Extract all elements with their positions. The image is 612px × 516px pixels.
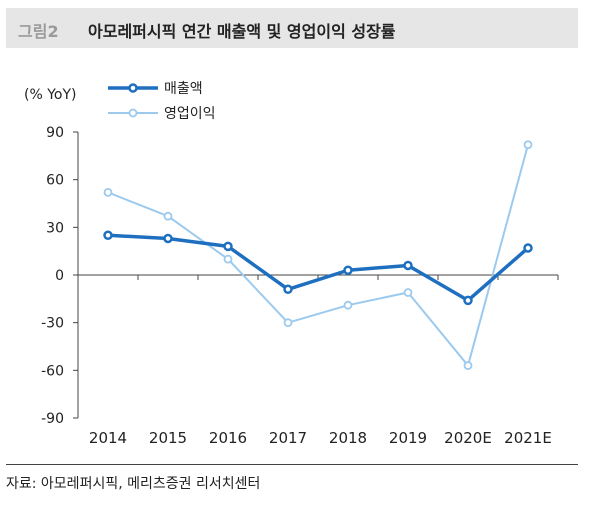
y-tick-label: -30 bbox=[41, 316, 64, 332]
line-chart: 90 60 30 0 -30 -60 -90 2014 2015 2016 2017 2018 2019… bbox=[24, 81, 559, 447]
source-note: 자료: 아모레퍼시픽, 메리츠증권 리서치센터 bbox=[6, 476, 261, 492]
x-tick-label: 2021E bbox=[504, 429, 552, 447]
legend-marker-1 bbox=[128, 83, 138, 93]
data-point-2 bbox=[163, 211, 173, 221]
y-tick-label: 0 bbox=[55, 268, 64, 284]
data-point-1 bbox=[523, 243, 533, 253]
series-line-2 bbox=[107, 144, 529, 367]
footer-divider bbox=[6, 464, 578, 465]
x-tick-label: 2018 bbox=[329, 429, 367, 447]
data-point-2 bbox=[343, 300, 353, 310]
y-tick-label: 90 bbox=[46, 125, 64, 141]
data-point-2 bbox=[463, 361, 473, 370]
legend-label-2: 영업이익 bbox=[164, 106, 216, 122]
data-point-2 bbox=[523, 140, 533, 150]
series-line-1 bbox=[107, 233, 530, 303]
data-point-2 bbox=[283, 318, 293, 328]
x-tick-label: 2015 bbox=[149, 429, 187, 447]
figure-label: 그림2 bbox=[18, 22, 59, 41]
data-point-1 bbox=[283, 284, 293, 295]
y-tick-label: -60 bbox=[41, 363, 64, 379]
data-point-1 bbox=[103, 230, 113, 241]
x-tick-label: 2017 bbox=[269, 429, 307, 447]
legend-label-1: 매출액 bbox=[164, 81, 203, 97]
y-tick-label: 30 bbox=[46, 220, 64, 236]
data-point-1 bbox=[403, 260, 413, 271]
x-tick-label: 2016 bbox=[209, 429, 247, 447]
y-axis-label: (% YoY) bbox=[24, 87, 77, 103]
x-tick-label: 2020E bbox=[444, 429, 492, 447]
legend-marker-2 bbox=[128, 108, 138, 118]
data-point-2 bbox=[223, 254, 233, 264]
x-tick-label: 2014 bbox=[89, 429, 127, 447]
y-tick-label: 60 bbox=[46, 173, 64, 189]
data-point-2 bbox=[103, 187, 113, 197]
data-point-1 bbox=[463, 295, 473, 306]
y-tick-label: -90 bbox=[41, 411, 64, 427]
chart-title: 아모레퍼시픽 연간 매출액 및 영업이익 성장률 bbox=[88, 22, 396, 41]
data-point-1 bbox=[163, 233, 173, 244]
data-point-2 bbox=[403, 288, 413, 297]
data-point-1 bbox=[223, 241, 233, 252]
title-bar: 그림2 아모레퍼시픽 연간 매출액 및 영업이익 성장률 bbox=[6, 8, 578, 48]
x-tick-label: 2019 bbox=[389, 429, 427, 447]
data-point-1 bbox=[343, 265, 353, 275]
